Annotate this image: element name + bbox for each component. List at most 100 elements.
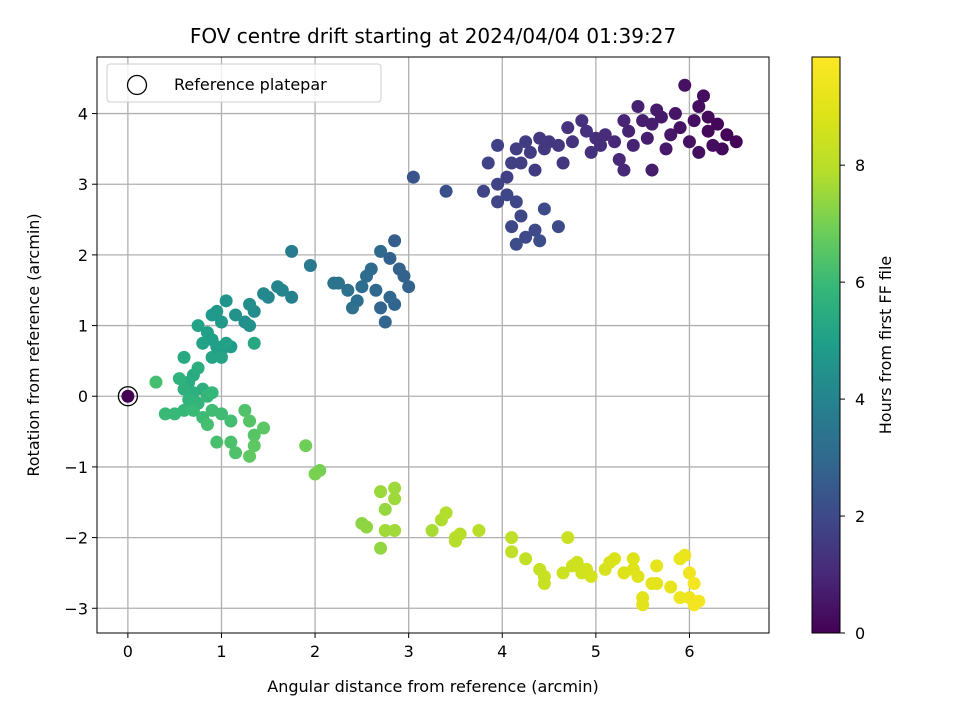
- data-point: [491, 138, 505, 152]
- data-point: [472, 524, 486, 538]
- reference-ring: [117, 386, 139, 407]
- data-point: [608, 552, 622, 566]
- data-point: [537, 577, 551, 591]
- data-point: [378, 315, 392, 329]
- data-point: [509, 142, 523, 156]
- data-point: [369, 283, 383, 297]
- data-point: [505, 156, 519, 170]
- data-point: [692, 594, 706, 608]
- data-point: [229, 308, 243, 322]
- x-tick-label: 3: [404, 642, 414, 661]
- data-point: [659, 142, 673, 156]
- data-point: [247, 439, 261, 453]
- data-point: [608, 135, 622, 149]
- data-point: [346, 301, 360, 315]
- reference-point: [121, 389, 135, 403]
- plot-frame: [96, 56, 770, 634]
- data-point: [556, 566, 570, 580]
- colorbar-tick-label: 8: [855, 156, 865, 175]
- data-point: [701, 124, 715, 138]
- data-points: [149, 78, 743, 612]
- y-tick-label: −1: [64, 458, 88, 477]
- x-tick-label: 5: [591, 642, 601, 661]
- x-tick-label: 6: [684, 642, 694, 661]
- data-point: [191, 319, 205, 333]
- legend-label: Reference platepar: [174, 75, 327, 94]
- data-point: [397, 269, 411, 283]
- data-point: [692, 145, 706, 159]
- data-point: [519, 135, 533, 149]
- colorbar: 0 2 4 6 8 Hours from first FF file: [811, 56, 895, 643]
- colorbar-tick-label: 2: [855, 507, 865, 526]
- data-point: [551, 220, 565, 234]
- data-point: [205, 386, 219, 400]
- data-point: [696, 89, 710, 103]
- data-point: [214, 350, 228, 364]
- data-point: [594, 138, 608, 152]
- data-point: [172, 372, 186, 386]
- chart-title: FOV centre drift starting at 2024/04/04 …: [190, 24, 676, 48]
- data-point: [505, 545, 519, 559]
- data-point: [687, 577, 701, 591]
- data-point: [528, 163, 542, 177]
- data-point: [425, 524, 439, 538]
- colorbar-tick-label: 4: [855, 390, 865, 409]
- colorbar-tick-label: 0: [855, 624, 865, 643]
- data-point: [509, 195, 523, 209]
- data-point: [378, 524, 392, 538]
- data-point: [341, 283, 355, 297]
- y-axis-ticks: −3 −2 −1 0 1 2 3 4: [64, 105, 97, 618]
- data-point: [331, 276, 345, 290]
- data-point: [584, 569, 598, 583]
- data-point: [388, 492, 402, 506]
- data-point: [303, 258, 317, 272]
- data-point: [285, 290, 299, 304]
- data-point: [388, 234, 402, 248]
- data-point: [477, 184, 491, 198]
- data-point: [711, 117, 725, 131]
- data-point: [247, 428, 261, 442]
- data-point: [149, 375, 163, 389]
- data-point: [243, 297, 257, 311]
- y-tick-label: 3: [78, 175, 88, 194]
- data-point: [664, 128, 678, 142]
- data-point: [224, 435, 238, 449]
- data-point: [645, 163, 659, 177]
- data-point: [257, 287, 271, 301]
- data-point: [612, 152, 626, 166]
- data-point: [650, 103, 664, 117]
- data-point: [491, 195, 505, 209]
- y-tick-label: −2: [64, 529, 88, 548]
- data-point: [533, 131, 547, 145]
- data-point: [664, 580, 678, 594]
- colorbar-gradient: [811, 56, 841, 634]
- data-point: [200, 418, 214, 432]
- data-point: [360, 520, 374, 534]
- data-point: [565, 135, 579, 149]
- data-point: [678, 78, 692, 92]
- data-point: [186, 403, 200, 417]
- data-point: [556, 156, 570, 170]
- data-point: [168, 407, 182, 421]
- data-point: [158, 407, 172, 421]
- data-point: [238, 403, 252, 417]
- data-point: [579, 124, 593, 138]
- data-point: [673, 121, 687, 135]
- data-point: [636, 114, 650, 128]
- colorbar-tick-label: 6: [855, 273, 865, 292]
- data-point: [537, 142, 551, 156]
- data-point: [243, 319, 257, 333]
- data-point: [439, 506, 453, 520]
- data-point: [383, 290, 397, 304]
- data-point: [687, 114, 701, 128]
- data-point: [200, 326, 214, 340]
- colorbar-ticks: 0 2 4 6 8: [840, 156, 865, 643]
- data-point: [706, 138, 720, 152]
- data-point: [500, 170, 514, 184]
- data-point: [631, 99, 645, 113]
- data-point: [355, 280, 369, 294]
- data-point: [528, 223, 542, 237]
- data-point: [584, 145, 598, 159]
- data-point: [374, 541, 388, 555]
